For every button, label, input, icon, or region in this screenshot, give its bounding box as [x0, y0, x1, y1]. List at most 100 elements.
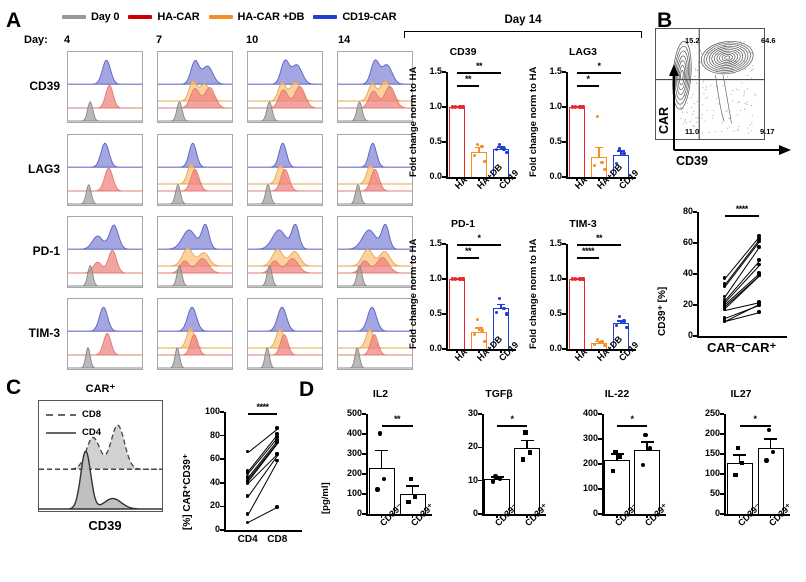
data-point-0-3 — [581, 105, 584, 108]
y-tick — [598, 463, 602, 465]
data-point-1-3 — [483, 160, 486, 163]
y-tick-label: 40 — [663, 268, 693, 278]
x-axis — [224, 530, 302, 532]
significance-line — [457, 257, 479, 259]
pair-dot-right-12 — [757, 302, 761, 306]
data-point-0-2 — [571, 105, 574, 108]
x-tick-label-1: CAR⁺ — [735, 340, 783, 356]
y-tick-label: 200 — [564, 458, 598, 468]
histogram-cell-cd39-day7 — [157, 51, 233, 123]
pair-dot-right-5 — [275, 441, 279, 445]
y-axis — [566, 72, 568, 177]
data-point-1-2 — [473, 154, 476, 157]
data-point-1-1 — [528, 450, 532, 454]
y-tick-label: 30 — [444, 408, 478, 418]
x-tick-2 — [500, 177, 502, 181]
panel-c-legend-lines — [46, 410, 80, 440]
chart-title: CD39 — [404, 46, 522, 58]
x-tick-1 — [770, 514, 772, 518]
data-point-0-1 — [498, 476, 502, 480]
significance-bracket-0: ** — [382, 416, 413, 428]
row-label-pd1: PD-1 — [0, 244, 60, 258]
significance-bracket-0: * — [497, 416, 527, 428]
data-point-0-0 — [613, 450, 617, 454]
y-tick — [562, 176, 566, 178]
bar-1 — [758, 448, 784, 514]
data-point-0-0 — [454, 277, 457, 280]
y-tick — [442, 141, 446, 143]
y-axis-label: Fold change norm to HA — [528, 239, 539, 349]
y-axis — [724, 414, 726, 514]
x-tick-1 — [526, 514, 528, 518]
row-label-lag3: LAG3 — [0, 162, 60, 176]
error-bar-cap-0 — [733, 454, 746, 456]
y-tick-label: 20 — [444, 441, 478, 451]
pair-dot-right-8 — [757, 274, 761, 278]
data-point-2-1 — [622, 319, 625, 322]
y-tick-label: 400 — [564, 408, 598, 418]
significance-stars: **** — [577, 246, 599, 256]
x-tick-2 — [500, 349, 502, 353]
histogram-cell-pd1-day4 — [67, 216, 143, 288]
y-tick — [693, 273, 697, 275]
data-point-0-2 — [451, 105, 454, 108]
y-tick-label: 40 — [190, 477, 220, 487]
y-tick-label: 10 — [444, 475, 478, 485]
data-point-0-0 — [574, 105, 577, 108]
significance-stars: **** — [725, 204, 759, 214]
chart-title: IL27 — [678, 388, 804, 400]
significance-bracket-1: * — [577, 76, 599, 88]
x-tick-0 — [576, 177, 578, 181]
y-axis-label: Fold change norm to HA — [528, 67, 539, 177]
y-tick — [442, 278, 446, 280]
histogram-cell-tim3-day4 — [67, 298, 143, 370]
data-point-1-2 — [406, 500, 410, 504]
data-point-2-3 — [505, 312, 508, 315]
y-tick — [693, 211, 697, 213]
significance-line — [248, 413, 278, 415]
y-tick-label: 0 — [444, 508, 478, 518]
bar-0 — [604, 460, 630, 514]
pair-dot-left-9 — [723, 308, 727, 312]
error-bar-cap-0 — [375, 450, 388, 452]
error-bar-cap-1 — [406, 485, 419, 487]
chart-pd1-fold: PD-1 0.0 0.5 1.0 1.5 Fold change norm to HA HA… — [404, 218, 522, 373]
y-axis-label: Fold change norm to HA — [408, 67, 419, 177]
data-point-1-0 — [476, 143, 479, 146]
pair-dot-right-11 — [757, 310, 761, 314]
data-point-1-2 — [764, 458, 768, 462]
y-tick — [442, 243, 446, 245]
y-tick — [442, 106, 446, 108]
y-tick-label: 300 — [328, 448, 362, 458]
y-tick — [720, 473, 724, 475]
data-point-2-0 — [618, 315, 621, 318]
y-tick-label: 250 — [686, 408, 720, 418]
pair-dot-left-9 — [246, 521, 250, 525]
histogram-cell-lag3-day14 — [337, 134, 413, 206]
data-point-1-2 — [641, 463, 645, 467]
y-tick — [720, 433, 724, 435]
x-tick-0 — [456, 177, 458, 181]
significance-stars: * — [497, 414, 527, 424]
data-point-1-2 — [473, 333, 476, 336]
x-tick-1 — [412, 514, 414, 518]
data-point-0-0 — [454, 105, 457, 108]
y-tick — [720, 493, 724, 495]
y-tick-label: 60 — [190, 453, 220, 463]
y-tick-label: 0 — [686, 508, 720, 518]
y-tick — [478, 447, 482, 449]
y-tick — [220, 529, 224, 531]
significance-bracket-0: * — [740, 416, 771, 428]
y-axis — [566, 244, 568, 349]
data-point-0-3 — [461, 105, 464, 108]
error-bar-stem-0 — [381, 450, 383, 468]
data-point-1-2 — [521, 457, 525, 461]
pair-dot-left-0 — [723, 276, 727, 280]
chart-il2: IL2 0 100 200 300 400 500 [pg/ml] CD39⁻ CD39⁺ ** — [318, 388, 443, 573]
panel-b-contour-plot: 15.2 64.6 11.0 9.17 CAR CD39 — [655, 28, 803, 178]
x-tick-0 — [739, 514, 741, 518]
y-tick-label: 20 — [190, 500, 220, 510]
y-tick — [720, 453, 724, 455]
bar-1 — [514, 448, 540, 514]
panel-c-legend-cd4: CD4 — [82, 427, 101, 438]
